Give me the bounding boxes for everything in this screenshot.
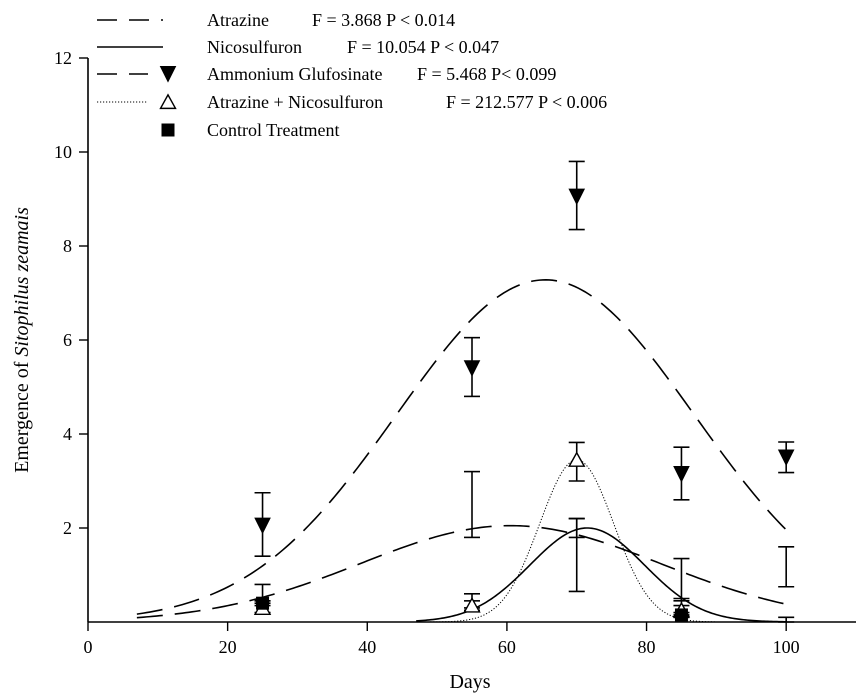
legend-stats: F = 3.868 P < 0.014 <box>312 10 455 30</box>
data-markers <box>253 188 795 622</box>
legend-label: Atrazine <box>207 10 269 30</box>
series-curve <box>136 279 787 615</box>
y-tick-label: 8 <box>63 236 72 256</box>
legend: Atrazine F = 3.868 P < 0.014 Nicosulfuron F… <box>97 10 607 140</box>
data-point <box>254 517 271 535</box>
y-axis-title-prefix: Emergence of <box>11 357 33 473</box>
data-point <box>674 608 688 622</box>
data-point <box>568 188 586 206</box>
data-point <box>568 451 586 467</box>
legend-stats: F = 212.577 P < 0.006 <box>446 92 607 112</box>
legend-marker <box>161 123 175 137</box>
series-curve <box>416 527 787 623</box>
legend-label: Atrazine + Nicosulfuron <box>207 92 383 112</box>
legend-label: Nicosulfuron <box>207 37 302 57</box>
x-tick-label: 100 <box>773 637 800 657</box>
x-axis-title: Days <box>449 671 490 693</box>
series-curve <box>409 459 717 623</box>
x-tick-label: 40 <box>358 637 376 657</box>
x-tick-label: 0 <box>84 637 93 657</box>
legend-label: Control Treatment <box>207 120 340 140</box>
legend-marker <box>159 66 177 83</box>
y-tick-label: 6 <box>63 330 72 350</box>
y-axis-title-species: Sitophilus zeamais <box>11 207 33 357</box>
y-tick-label: 12 <box>54 48 72 68</box>
y-tick-label: 10 <box>54 142 72 162</box>
series-curve <box>136 524 787 619</box>
legend-stats: F = 10.054 P < 0.047 <box>347 37 499 57</box>
data-point <box>256 596 270 610</box>
legend-marker <box>159 93 177 110</box>
legend-label: Ammonium Glufosinate <box>207 64 382 84</box>
data-point <box>777 449 795 467</box>
fitted-curves <box>136 279 787 623</box>
axes: 0 20 40 60 80 100 2 4 6 8 10 12 <box>54 48 856 657</box>
data-point <box>463 360 481 377</box>
y-tick-label: 4 <box>63 424 72 444</box>
data-point <box>463 596 481 613</box>
error-bars <box>254 160 795 623</box>
x-tick-label: 20 <box>219 637 237 657</box>
data-point <box>673 465 690 483</box>
y-axis-title: Emergence of Sitophilus zeamais <box>11 207 33 473</box>
x-tick-label: 80 <box>638 637 656 657</box>
x-tick-label: 60 <box>498 637 516 657</box>
legend-stats: F = 5.468 P< 0.099 <box>417 64 556 84</box>
y-tick-label: 2 <box>63 518 72 538</box>
